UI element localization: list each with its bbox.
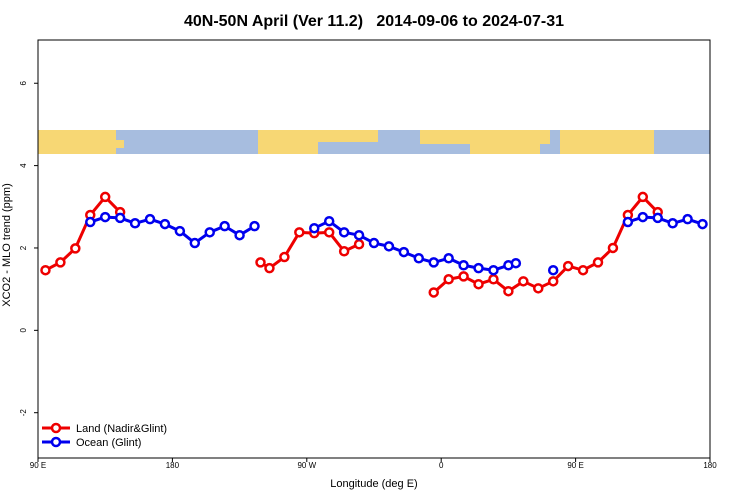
data-point	[607, 242, 619, 254]
data-point	[40, 264, 51, 276]
y-tick-label: 2	[19, 245, 28, 250]
y-tick-label: -2	[19, 409, 28, 417]
data-point	[443, 274, 454, 285]
data-point	[503, 285, 514, 297]
data-point	[458, 260, 469, 271]
data-point	[99, 211, 111, 223]
data-point	[174, 225, 186, 237]
data-point	[637, 191, 649, 203]
data-point	[219, 220, 230, 232]
data-point	[368, 237, 380, 249]
x-tick-label: 0	[439, 461, 444, 470]
data-point	[353, 239, 365, 250]
data-point	[443, 253, 454, 264]
data-point	[99, 191, 111, 203]
data-point	[323, 227, 335, 238]
data-point	[488, 274, 499, 285]
data-point	[428, 287, 439, 298]
data-point	[577, 264, 589, 276]
x-tick-label: 90 W	[297, 461, 316, 470]
data-point	[458, 271, 469, 282]
data-point	[114, 212, 126, 224]
data-point	[70, 243, 81, 254]
data-point	[279, 251, 290, 263]
data-point	[652, 212, 663, 224]
data-point	[189, 237, 201, 249]
data-point	[129, 218, 141, 229]
y-tick-label: 4	[19, 163, 28, 168]
data-point	[473, 262, 484, 274]
data-point	[255, 257, 266, 268]
data-point	[383, 241, 395, 252]
data-point	[249, 220, 260, 232]
data-point	[323, 215, 335, 227]
data-point	[667, 218, 678, 229]
data-point	[159, 218, 171, 230]
data-point	[697, 218, 708, 230]
data-point	[294, 227, 305, 238]
x-tick-label: 180	[166, 461, 180, 470]
legend-marker	[50, 422, 62, 434]
data-point	[338, 227, 350, 238]
data-point	[592, 257, 604, 268]
data-point	[55, 257, 66, 268]
data-point	[547, 264, 559, 276]
data-point	[353, 229, 365, 241]
data-point	[488, 264, 499, 276]
data-point	[264, 262, 275, 274]
x-axis-label: Longitude (deg E)	[330, 478, 417, 490]
y-tick-label: 6	[19, 80, 28, 85]
data-point	[533, 283, 544, 294]
data-point	[85, 216, 96, 228]
data-point	[234, 229, 245, 241]
data-point	[398, 246, 410, 258]
data-point	[204, 227, 215, 238]
x-tick-label: 180	[703, 461, 717, 470]
y-tick-label: 0	[19, 328, 28, 333]
series-line	[44, 195, 659, 294]
x-tick-label: 90 E	[567, 461, 583, 470]
data-point	[413, 253, 425, 264]
y-axis-label: XCO2 - MLO trend (ppm)	[1, 183, 13, 306]
legend: Land (Nadir&Glint) Ocean (Glint)	[42, 422, 167, 449]
plot-frame	[37, 39, 711, 459]
x-tick-label: 90 E	[30, 461, 46, 470]
data-point	[144, 213, 156, 225]
data-point	[682, 213, 693, 225]
data-point	[510, 257, 522, 269]
chart-title: 40N-50N April (Ver 11.2) 2014-09-06 to 2…	[184, 13, 564, 30]
data-point	[309, 222, 320, 234]
data-point	[547, 276, 559, 287]
legend-marker	[50, 436, 62, 448]
map-strip	[38, 130, 710, 154]
data-point	[473, 278, 484, 290]
legend-label: Land (Nadir&Glint)	[76, 423, 167, 435]
data-point	[622, 216, 634, 228]
data-point	[518, 276, 529, 287]
legend-label: Ocean (Glint)	[76, 437, 141, 449]
data-point	[637, 211, 649, 223]
data-point	[428, 257, 439, 268]
data-point	[562, 260, 574, 272]
data-point	[338, 246, 350, 257]
